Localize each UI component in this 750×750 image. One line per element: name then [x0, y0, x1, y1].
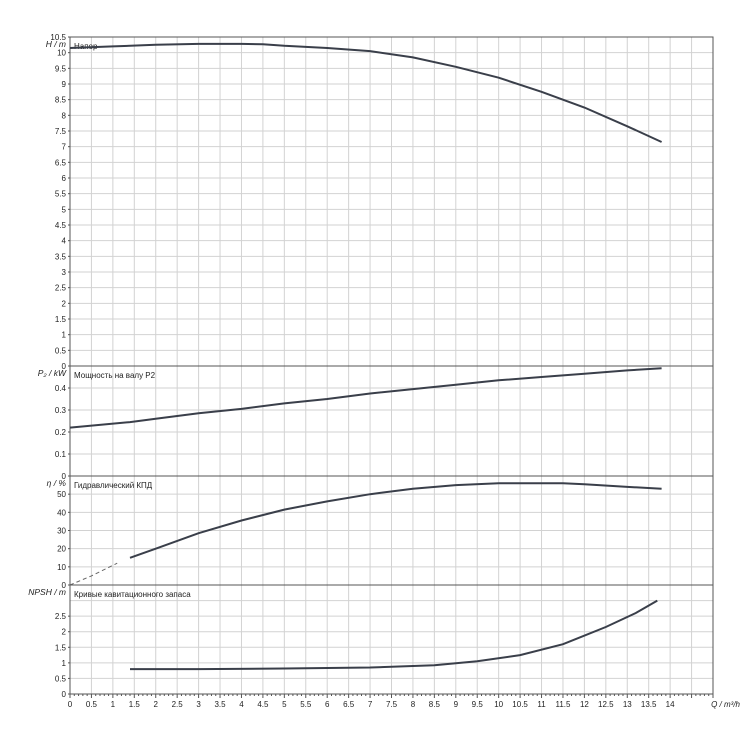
- y-tick-label: 0.2: [55, 428, 67, 437]
- y-tick-label: 3.5: [55, 252, 67, 261]
- x-tick-label: 6: [325, 700, 330, 709]
- x-tick-label: 6.5: [343, 700, 355, 709]
- x-tick-label: 8.5: [429, 700, 441, 709]
- y-tick-label: 1: [62, 331, 67, 340]
- y-tick-label: 9: [62, 80, 67, 89]
- x-tick-label: 5.5: [300, 700, 312, 709]
- x-tick-label: 2: [154, 700, 159, 709]
- y-tick-label: 1.5: [55, 315, 67, 324]
- y-tick-label: 2.5: [55, 612, 67, 621]
- x-tick-label: 1.5: [129, 700, 141, 709]
- y-tick-label: 0: [62, 362, 67, 371]
- y-tick-label: 10: [57, 49, 66, 58]
- series-line: [69, 42, 663, 143]
- y-tick-label: 6: [62, 174, 67, 183]
- x-tick-label: 2.5: [172, 700, 184, 709]
- y-axis-label: H / m: [46, 39, 66, 49]
- y-tick-label: 30: [57, 527, 66, 536]
- x-tick-label: 9.5: [472, 700, 484, 709]
- y-tick-label: 1: [62, 659, 67, 668]
- y-tick-label: 0: [62, 581, 67, 590]
- x-tick-label: 10: [494, 700, 503, 709]
- x-tick-label: 14: [666, 700, 675, 709]
- x-tick-label: 13: [623, 700, 632, 709]
- x-tick-label: 12: [580, 700, 589, 709]
- series-line-dashed: [69, 562, 118, 586]
- series-line: [69, 367, 662, 429]
- x-tick-label: 7: [368, 700, 373, 709]
- panel-title: Гидравлический КПД: [74, 481, 153, 490]
- x-tick-label: 3.5: [214, 700, 226, 709]
- x-tick-label: 0: [68, 700, 73, 709]
- x-tick-label: 9: [454, 700, 459, 709]
- y-tick-label: 0.5: [55, 346, 67, 355]
- panel-title: Кривые кавитационного запаса: [74, 590, 191, 599]
- x-tick-label: 4: [239, 700, 244, 709]
- x-tick-label: 11.5: [555, 700, 571, 709]
- y-tick-label: 0.4: [55, 384, 67, 393]
- y-tick-label: 4: [62, 237, 67, 246]
- y-axis-label: NPSH / m: [28, 587, 66, 597]
- series-line: [130, 599, 658, 671]
- y-tick-label: 50: [57, 490, 66, 499]
- y-tick-label: 8.5: [55, 96, 67, 105]
- x-tick-label: 4.5: [257, 700, 269, 709]
- y-tick-label: 10: [57, 563, 66, 572]
- y-tick-label: 7: [62, 143, 67, 152]
- x-tick-label: 0.5: [86, 700, 98, 709]
- y-tick-label: 3: [62, 268, 67, 277]
- y-tick-label: 1.5: [55, 643, 67, 652]
- y-tick-label: 5.5: [55, 190, 67, 199]
- y-tick-label: 40: [57, 508, 66, 517]
- x-tick-label: 7.5: [386, 700, 398, 709]
- y-tick-label: 0.1: [55, 450, 67, 459]
- y-tick-label: 7.5: [55, 127, 67, 136]
- y-axis-label: η / %: [47, 478, 67, 488]
- x-tick-label: 11: [537, 700, 546, 709]
- x-tick-label: 10.5: [512, 700, 528, 709]
- panel-title: Мощность на валу P2: [74, 371, 156, 380]
- x-tick-label: 3: [196, 700, 201, 709]
- y-tick-label: 8: [62, 111, 67, 120]
- y-axis-label: P₂ / kW: [38, 368, 67, 378]
- series-line: [129, 482, 662, 559]
- y-tick-label: 0.3: [55, 406, 67, 415]
- y-tick-label: 2: [62, 299, 67, 308]
- x-tick-label: 1: [111, 700, 116, 709]
- x-tick-label: 12.5: [598, 700, 614, 709]
- y-tick-label: 9.5: [55, 64, 67, 73]
- x-tick-label: 13.5: [641, 700, 657, 709]
- y-tick-label: 0: [62, 472, 67, 481]
- y-tick-label: 0: [62, 690, 67, 699]
- y-tick-label: 0.5: [55, 674, 67, 683]
- y-tick-label: 2.5: [55, 284, 67, 293]
- y-tick-label: 20: [57, 545, 66, 554]
- y-tick-label: 5: [62, 205, 67, 214]
- x-tick-label: 8: [411, 700, 416, 709]
- y-tick-label: 6.5: [55, 158, 67, 167]
- y-tick-label: 10.5: [50, 33, 66, 42]
- x-axis-label: Q / m³/h: [711, 700, 740, 709]
- y-tick-label: 4.5: [55, 221, 67, 230]
- y-tick-label: 2: [62, 628, 67, 637]
- x-tick-label: 5: [282, 700, 287, 709]
